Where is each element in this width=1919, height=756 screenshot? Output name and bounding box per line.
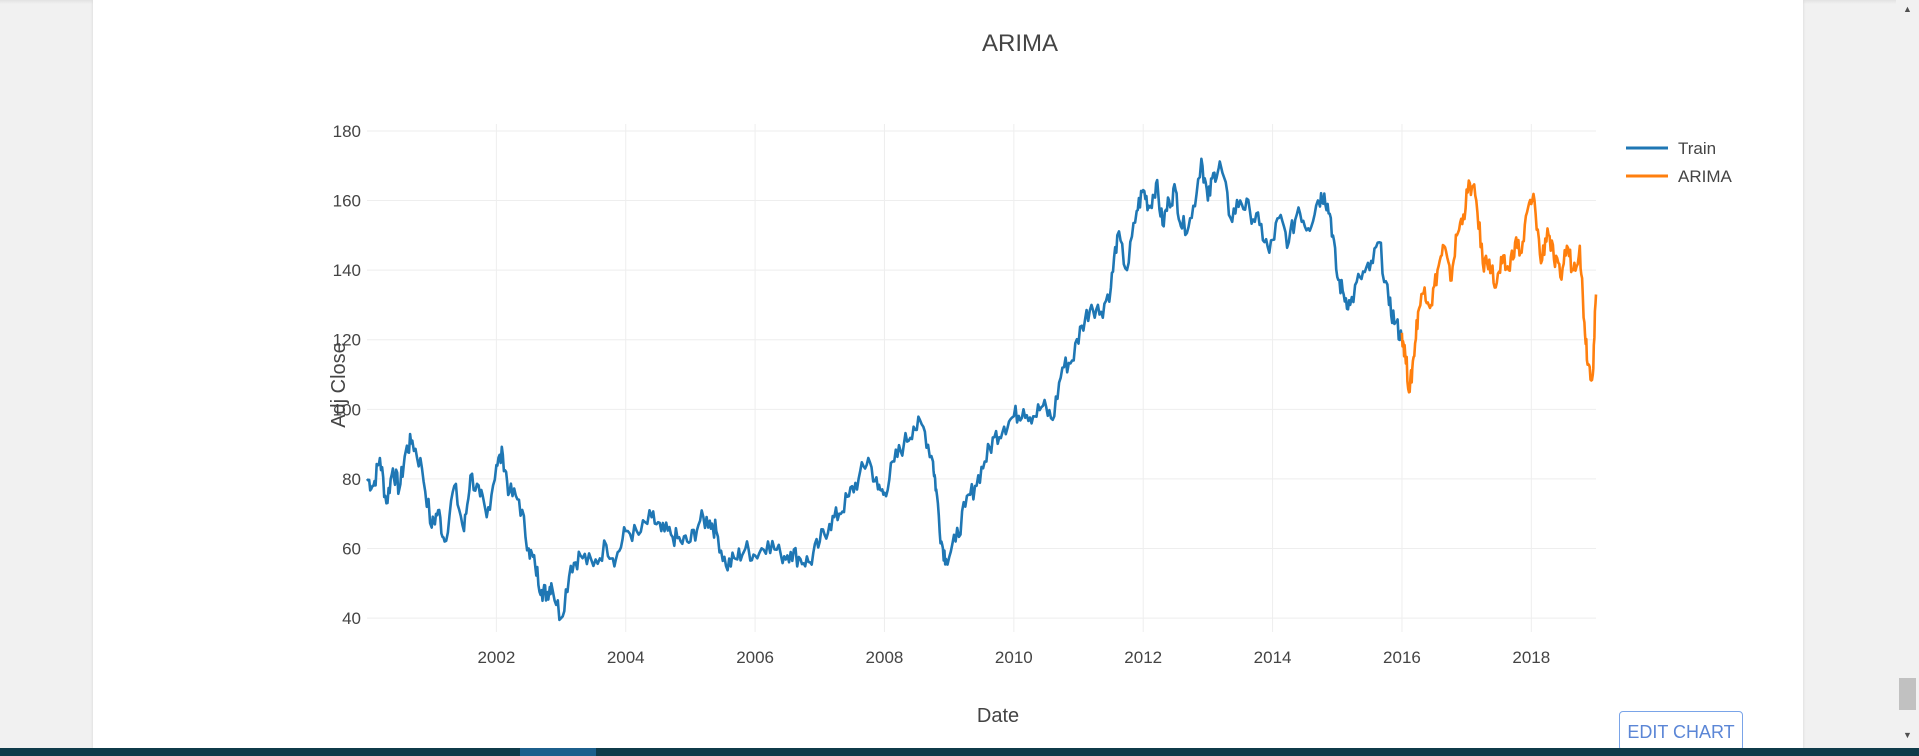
chart-title: ARIMA (982, 30, 1058, 57)
taskbar-active-app[interactable] (520, 748, 596, 756)
series-line-train[interactable] (365, 157, 1404, 622)
x-axis-label: Date (977, 705, 1019, 727)
legend-label-arima[interactable]: ARIMA (1678, 167, 1733, 186)
y-tick-label-100: 100 (333, 400, 361, 419)
y-tick-label-160: 160 (333, 192, 361, 211)
x-tick-label-2012: 2012 (1124, 648, 1162, 667)
y-tick-label-180: 180 (333, 122, 361, 141)
scroll-up-icon[interactable]: ▲ (1903, 4, 1912, 14)
chart-card (93, 0, 1803, 748)
grid-layer (367, 124, 1596, 632)
legend[interactable]: Train ARIMA (1626, 139, 1733, 186)
edit-chart-button[interactable]: EDIT CHART (1619, 711, 1743, 751)
x-tick-label-2016: 2016 (1383, 648, 1421, 667)
x-tick-label-2002: 2002 (477, 648, 515, 667)
taskbar (0, 748, 1919, 756)
y-tick-label-60: 60 (342, 539, 361, 558)
chart-svg[interactable]: ARIMA Date Adj Close 40 60 80 100 120 140 160 1… (0, 0, 1896, 748)
scrollbar-track[interactable] (1896, 0, 1919, 748)
x-tick-label-2018: 2018 (1512, 648, 1550, 667)
legend-label-train[interactable]: Train (1678, 139, 1716, 158)
x-tick-label-2010: 2010 (995, 648, 1033, 667)
scrollbar-thumb[interactable] (1899, 678, 1916, 710)
x-tick-label-2014: 2014 (1254, 648, 1292, 667)
axis-layer: ARIMA Date Adj Close 40 60 80 100 120 140 160 1… (328, 30, 1550, 727)
x-tick-label-2004: 2004 (607, 648, 645, 667)
series-layer (365, 157, 1598, 622)
series-line-arima[interactable] (1400, 179, 1598, 394)
y-axis-label: Adj Close (328, 342, 350, 428)
y-tick-label-140: 140 (333, 261, 361, 280)
scroll-down-icon[interactable]: ▼ (1903, 730, 1912, 740)
y-tick-label-80: 80 (342, 470, 361, 489)
y-tick-label-40: 40 (342, 609, 361, 628)
x-tick-label-2008: 2008 (866, 648, 904, 667)
y-tick-label-120: 120 (333, 331, 361, 350)
x-tick-label-2006: 2006 (736, 648, 774, 667)
